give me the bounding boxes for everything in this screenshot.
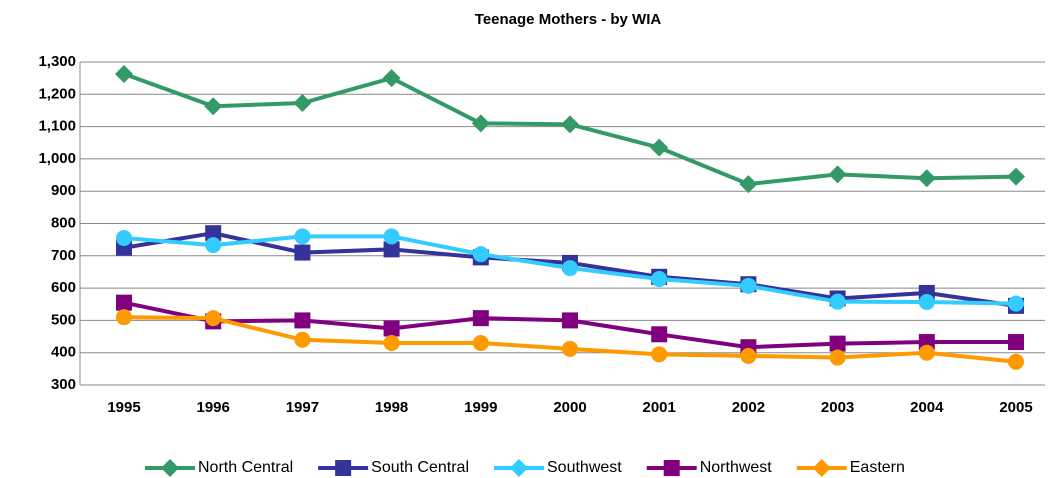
marker	[1007, 167, 1025, 186]
legend-label: North Central	[198, 459, 293, 476]
marker	[739, 175, 758, 194]
legend-label: Southwest	[547, 459, 622, 476]
marker	[294, 228, 311, 245]
y-tick-label: 600	[51, 279, 76, 296]
marker	[829, 335, 846, 352]
marker	[917, 169, 936, 188]
series	[116, 309, 1024, 370]
marker	[651, 346, 668, 363]
marker	[918, 293, 935, 310]
marker	[829, 349, 846, 366]
y-tick-label: 1,300	[38, 53, 76, 70]
marker	[828, 165, 847, 184]
marker	[294, 312, 311, 329]
marker	[205, 310, 222, 327]
marker	[471, 114, 490, 133]
marker	[829, 293, 846, 310]
y-tick-label: 1,100	[38, 118, 76, 135]
marker	[472, 335, 489, 352]
marker	[116, 294, 132, 311]
marker	[204, 97, 223, 116]
y-tick-label: 500	[51, 311, 76, 328]
y-tick-label: 1,200	[38, 85, 76, 102]
marker	[651, 271, 668, 288]
y-tick-label: 400	[51, 344, 76, 361]
marker	[663, 460, 680, 476]
legend-label: Northwest	[700, 459, 773, 476]
y-tick-label: 300	[51, 376, 76, 393]
x-tick-label: 1998	[375, 399, 408, 416]
marker	[650, 138, 669, 157]
marker	[293, 94, 312, 113]
marker	[116, 230, 132, 247]
x-tick-label: 1997	[286, 399, 319, 416]
marker	[294, 331, 311, 348]
marker	[161, 459, 179, 477]
legend-label: Eastern	[850, 459, 905, 476]
y-tick-label: 800	[51, 214, 76, 231]
y-tick-label: 900	[51, 182, 76, 199]
marker	[740, 277, 757, 294]
legend-label: South Central	[371, 459, 469, 476]
marker	[115, 64, 133, 83]
series	[116, 228, 1024, 312]
marker	[382, 69, 401, 88]
legend-item: South Central	[318, 459, 469, 476]
marker	[812, 459, 831, 477]
marker	[383, 320, 400, 337]
marker	[510, 459, 528, 477]
x-tick-label: 1995	[107, 399, 140, 416]
x-tick-label: 2004	[910, 399, 944, 416]
chart-title: Teenage Mothers - by WIA	[475, 11, 662, 28]
marker	[472, 246, 489, 263]
legend-item: North Central	[145, 459, 293, 477]
marker	[562, 312, 578, 329]
x-tick-label: 2002	[732, 399, 765, 416]
marker	[472, 310, 489, 327]
marker	[383, 335, 400, 352]
legend-item: Northwest	[646, 459, 773, 476]
series	[115, 64, 1025, 194]
marker	[335, 460, 352, 476]
marker	[205, 225, 222, 242]
marker	[562, 340, 578, 357]
marker	[918, 344, 935, 361]
x-tick-label: 2000	[553, 399, 586, 416]
legend-item: Eastern	[796, 459, 905, 477]
marker	[1008, 334, 1024, 351]
x-tick-label: 2001	[643, 399, 676, 416]
x-tick-label: 2005	[999, 399, 1032, 416]
marker	[294, 244, 311, 261]
marker	[1008, 353, 1024, 370]
y-tick-label: 700	[51, 247, 76, 264]
x-tick-label: 1999	[464, 399, 497, 416]
marker	[383, 241, 400, 258]
legend-item: Southwest	[494, 459, 622, 477]
x-tick-label: 1996	[197, 399, 230, 416]
marker	[740, 347, 757, 364]
marker	[1008, 295, 1024, 312]
marker	[205, 237, 222, 254]
marker	[383, 228, 400, 245]
marker	[651, 326, 668, 343]
marker	[562, 260, 578, 277]
y-tick-label: 1,000	[38, 150, 76, 167]
x-tick-label: 2003	[821, 399, 854, 416]
marker	[116, 309, 132, 326]
marker	[561, 115, 579, 134]
